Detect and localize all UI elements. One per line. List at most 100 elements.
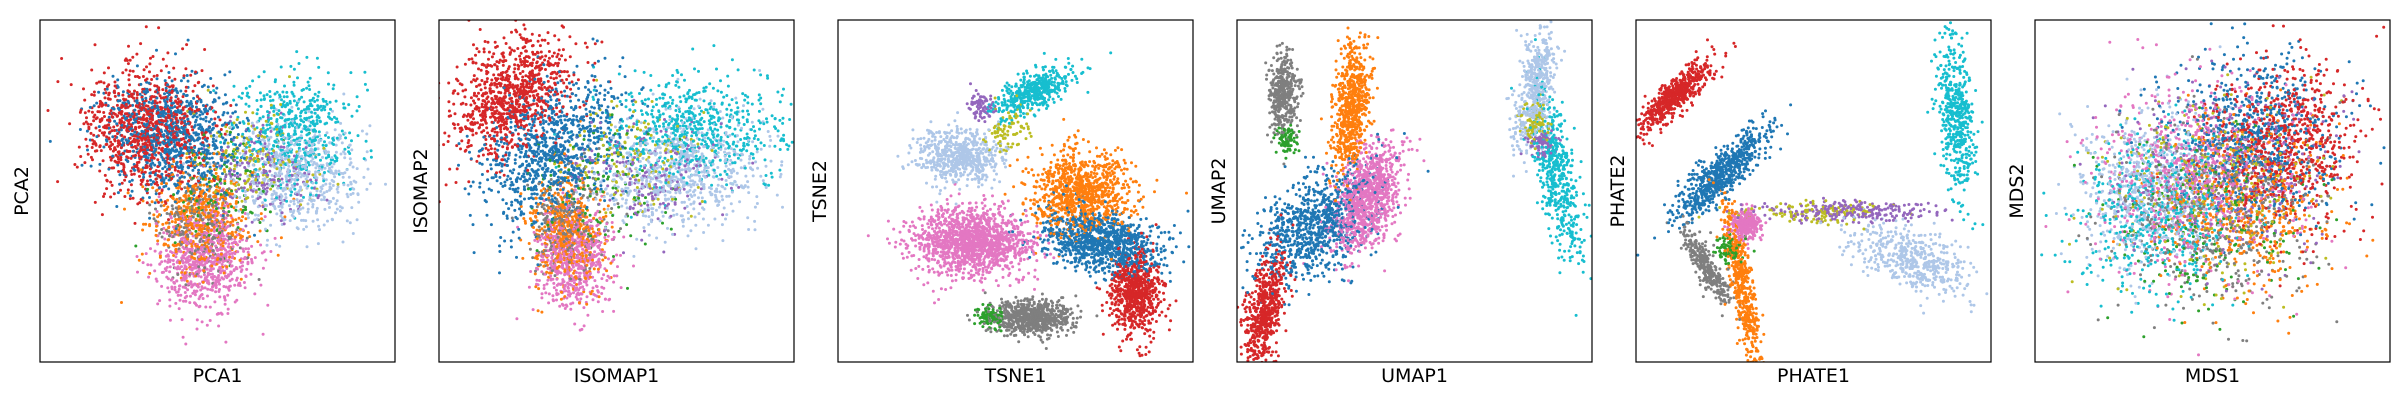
data-point	[133, 75, 137, 78]
data-point	[112, 107, 116, 111]
data-point	[248, 143, 252, 147]
data-point	[120, 181, 124, 185]
data-point	[585, 283, 589, 287]
data-point	[126, 191, 130, 195]
data-point	[215, 182, 219, 186]
data-point	[238, 246, 242, 250]
data-point	[98, 99, 102, 103]
data-point	[292, 166, 296, 170]
data-point	[316, 135, 319, 139]
data-point	[215, 234, 219, 238]
data-point	[242, 154, 246, 158]
data-point	[182, 299, 185, 303]
data-point	[184, 299, 188, 303]
data-point	[176, 179, 180, 183]
data-point	[180, 147, 184, 151]
data-point	[159, 69, 163, 73]
data-point	[177, 151, 181, 154]
data-point	[144, 158, 148, 162]
data-point	[256, 176, 260, 180]
data-point	[224, 149, 228, 153]
data-point	[318, 119, 322, 123]
data-point	[136, 75, 140, 78]
data-point	[232, 179, 236, 182]
data-point	[201, 104, 205, 107]
data-point	[303, 127, 307, 131]
data-point	[173, 168, 177, 172]
data-point	[242, 156, 246, 160]
data-point	[197, 305, 201, 309]
data-point	[108, 130, 112, 134]
data-point	[253, 292, 257, 296]
data-point	[173, 77, 177, 81]
data-point	[238, 121, 242, 125]
data-point	[283, 84, 286, 88]
data-point	[369, 155, 373, 159]
data-point	[148, 196, 151, 199]
data-point	[155, 210, 159, 213]
data-point	[226, 220, 229, 224]
data-point	[647, 233, 651, 237]
data-point	[219, 177, 223, 181]
data-point	[295, 122, 299, 126]
data-point	[211, 249, 215, 253]
data-point	[191, 283, 195, 287]
data-point	[109, 144, 113, 148]
data-point	[184, 85, 188, 89]
data-point	[183, 252, 187, 256]
data-point	[248, 84, 252, 88]
data-point	[178, 249, 182, 253]
data-point	[279, 65, 283, 69]
data-point	[195, 318, 199, 322]
data-point	[295, 178, 299, 182]
data-point	[285, 95, 289, 99]
data-point	[182, 285, 186, 289]
data-point	[244, 86, 248, 90]
data-point	[176, 273, 180, 276]
data-point	[190, 105, 194, 108]
data-point	[186, 79, 190, 83]
data-point	[167, 178, 171, 182]
data-point	[200, 172, 204, 176]
data-point	[294, 132, 298, 136]
data-point	[307, 107, 311, 111]
data-point	[206, 271, 210, 275]
data-point	[275, 196, 278, 200]
data-point	[366, 167, 370, 171]
data-point	[186, 130, 190, 134]
data-point	[121, 104, 125, 108]
data-point	[252, 218, 256, 222]
data-point	[194, 105, 198, 109]
data-point	[275, 212, 279, 216]
data-point	[241, 91, 244, 95]
data-point	[202, 133, 206, 137]
data-point	[264, 129, 268, 133]
data-point	[167, 93, 171, 97]
data-point	[174, 301, 178, 305]
data-point	[205, 112, 209, 116]
data-point	[168, 304, 172, 308]
data-point	[165, 64, 168, 68]
data-point	[116, 155, 120, 159]
data-point	[255, 120, 259, 124]
data-point	[175, 260, 179, 264]
data-point	[199, 100, 203, 104]
data-point	[112, 192, 116, 196]
data-point	[98, 129, 102, 132]
data-point	[184, 67, 188, 71]
data-point	[315, 206, 319, 210]
scatter-points	[46, 25, 387, 346]
data-point	[137, 169, 141, 173]
data-point	[223, 170, 227, 174]
data-point	[228, 133, 232, 137]
data-point	[309, 193, 312, 197]
data-point	[94, 117, 98, 121]
data-point	[215, 312, 219, 316]
data-point	[170, 251, 174, 255]
data-point	[224, 175, 228, 179]
data-point	[311, 136, 315, 139]
data-point	[195, 99, 199, 103]
data-point	[167, 76, 171, 79]
data-point	[97, 80, 101, 84]
data-point	[133, 130, 137, 134]
